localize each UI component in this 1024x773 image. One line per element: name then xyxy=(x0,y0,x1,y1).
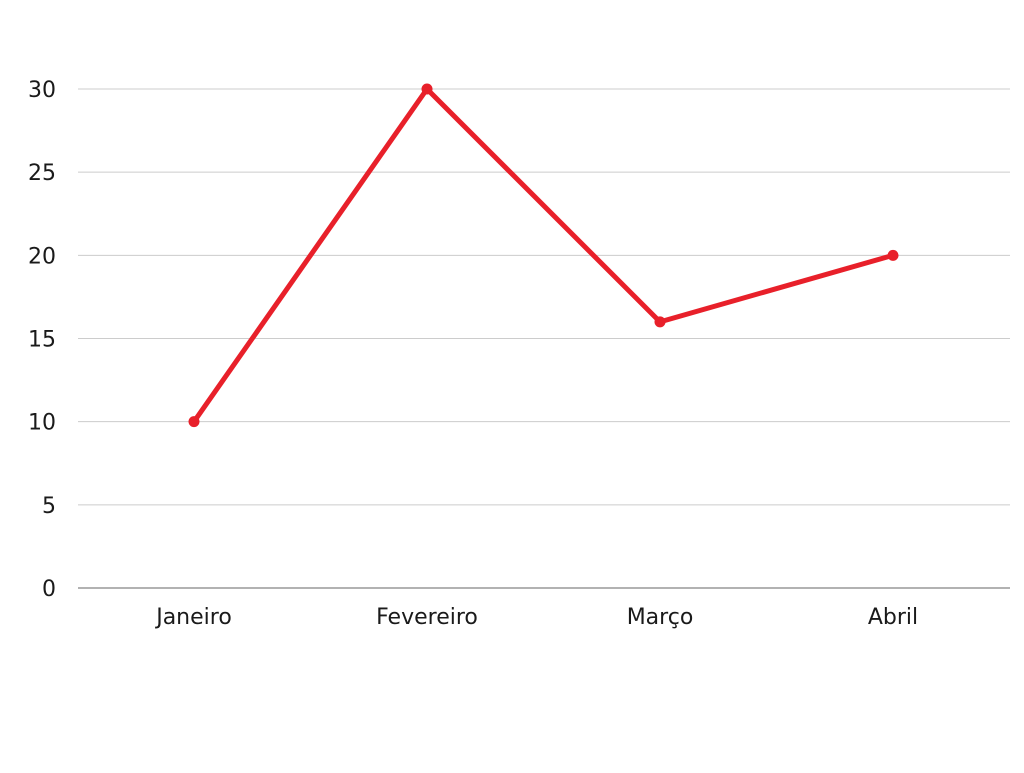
y-tick-label: 5 xyxy=(42,494,56,519)
y-tick-label: 0 xyxy=(42,577,56,602)
x-tick-label: Fevereiro xyxy=(376,605,478,630)
x-tick-label: Março xyxy=(627,605,694,630)
x-tick-label: Janeiro xyxy=(154,605,232,630)
data-point-março xyxy=(654,316,666,328)
data-point-fevereiro xyxy=(421,83,433,95)
data-point-abril xyxy=(887,249,899,261)
y-tick-label: 20 xyxy=(28,244,56,269)
series-line xyxy=(191,86,896,425)
x-tick-label: Abril xyxy=(868,605,918,630)
x-axis-tick-labels: Janeiro Fevereiro Março Abril xyxy=(154,605,918,630)
data-point-janeiro xyxy=(188,416,200,428)
y-axis-tick-labels: 0 5 10 15 20 25 30 xyxy=(28,78,56,602)
series-layer xyxy=(188,83,899,428)
y-tick-label: 10 xyxy=(28,411,56,436)
y-tick-label: 15 xyxy=(28,328,56,353)
y-tick-label: 25 xyxy=(28,161,56,186)
y-tick-label: 30 xyxy=(28,78,56,103)
gridlines xyxy=(78,88,1010,589)
